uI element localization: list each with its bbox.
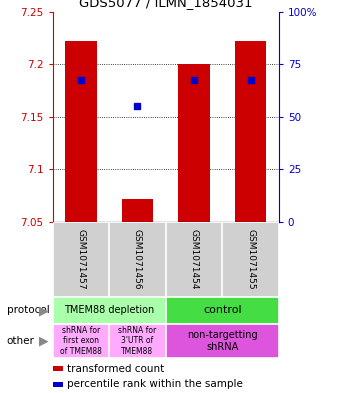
Text: shRNA for
first exon
of TMEM88: shRNA for first exon of TMEM88 bbox=[60, 326, 102, 356]
Text: ▶: ▶ bbox=[39, 304, 49, 317]
Bar bbox=[235, 41, 266, 222]
Text: transformed count: transformed count bbox=[67, 364, 165, 374]
Text: GSM1071457: GSM1071457 bbox=[76, 229, 85, 290]
Text: GSM1071455: GSM1071455 bbox=[246, 229, 255, 290]
Text: ▶: ▶ bbox=[39, 334, 49, 347]
Text: other: other bbox=[7, 336, 35, 346]
Bar bbox=[53, 382, 63, 387]
Text: TMEM88 depletion: TMEM88 depletion bbox=[64, 305, 154, 316]
Title: GDS5077 / ILMN_1854031: GDS5077 / ILMN_1854031 bbox=[79, 0, 253, 9]
Text: non-targetting
shRNA: non-targetting shRNA bbox=[187, 330, 258, 352]
Text: percentile rank within the sample: percentile rank within the sample bbox=[67, 379, 243, 389]
Text: shRNA for
3'UTR of
TMEM88: shRNA for 3'UTR of TMEM88 bbox=[118, 326, 157, 356]
Text: control: control bbox=[203, 305, 242, 316]
Bar bbox=[53, 366, 63, 371]
Bar bbox=[122, 199, 153, 222]
Text: GSM1071454: GSM1071454 bbox=[189, 229, 199, 290]
Bar bbox=[65, 41, 97, 222]
Text: protocol: protocol bbox=[7, 305, 50, 316]
Text: GSM1071456: GSM1071456 bbox=[133, 229, 142, 290]
Bar bbox=[178, 64, 209, 222]
